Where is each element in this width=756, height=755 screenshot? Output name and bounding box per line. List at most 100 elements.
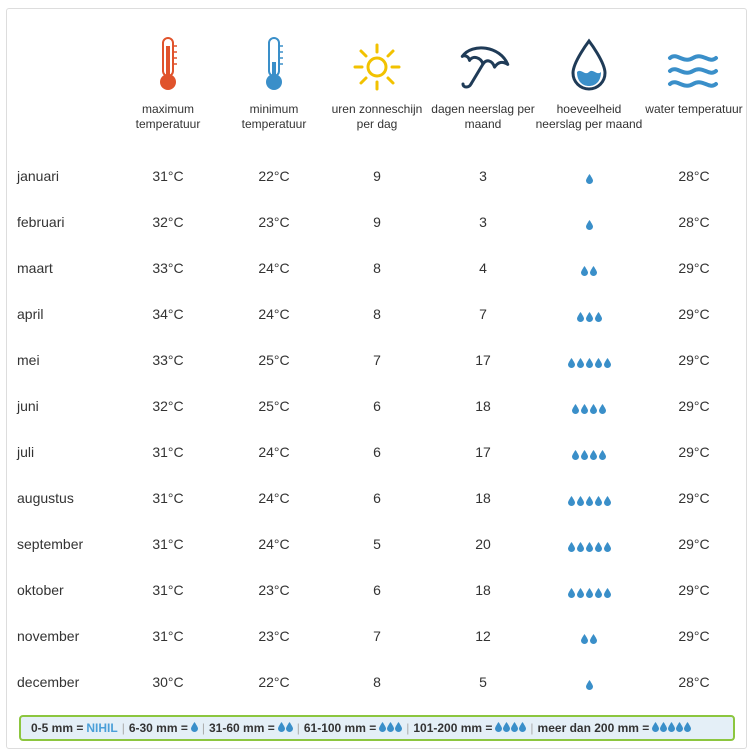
month-label: juni — [17, 398, 39, 414]
min-temp-value: 24°C — [258, 490, 290, 506]
rain-days-value: 7 — [479, 306, 487, 322]
thermometer-cold-icon — [244, 24, 304, 92]
raindrop-icon — [285, 721, 293, 735]
min-temp-value: 25°C — [258, 352, 290, 368]
table-row: maart 33°C 24°C 8 4 29°C — [7, 245, 748, 291]
max-temp-value: 31°C — [152, 536, 184, 552]
water-temp-value: 29°C — [678, 628, 710, 644]
sun-hours-value: 8 — [373, 260, 381, 276]
water-temp-value: 28°C — [678, 674, 710, 690]
raindrop-icon — [594, 493, 602, 506]
sun-hours-value: 6 — [373, 444, 381, 460]
min-temp-value: 24°C — [258, 306, 290, 322]
rain-days-value: 18 — [475, 582, 491, 598]
month-label: februari — [17, 214, 65, 230]
min-temp-value: 25°C — [258, 398, 290, 414]
table-row: november 31°C 23°C 7 12 29°C — [7, 613, 748, 659]
min-temp-value: 24°C — [258, 444, 290, 460]
max-temp-value: 31°C — [152, 444, 184, 460]
column-label-max-temp: maximum temperatuur — [135, 102, 201, 131]
raindrop-icon — [511, 721, 519, 735]
water-temp-value: 29°C — [678, 398, 710, 414]
water-temp-value: 29°C — [678, 260, 710, 276]
raindrop-icon — [581, 631, 588, 644]
min-temp-value: 23°C — [258, 214, 290, 230]
rain-days-value: 17 — [475, 352, 491, 368]
raindrop-icon — [585, 309, 593, 322]
rain-days-value: 3 — [479, 214, 487, 230]
raindrop-icon — [594, 309, 602, 322]
sun-hours-value: 6 — [373, 490, 381, 506]
raindrop-icon — [576, 585, 584, 598]
raindrop-icon — [684, 721, 692, 735]
water-temp-value: 28°C — [678, 214, 710, 230]
rain-days-value: 5 — [479, 674, 487, 690]
table-row: juni 32°C 25°C 6 18 29°C — [7, 383, 748, 429]
rainfall-drops — [534, 383, 644, 429]
rainfall-drops — [534, 613, 644, 659]
min-temp-value: 23°C — [258, 628, 290, 644]
table-row: april 34°C 24°C 8 7 29°C — [7, 291, 748, 337]
rainfall-drops — [534, 659, 644, 705]
raindrop-icon — [585, 171, 593, 184]
thermometer-hot-icon — [138, 24, 198, 92]
max-temp-value: 34°C — [152, 306, 184, 322]
legend-range: 6-30 mm = — [128, 720, 188, 735]
max-temp-value: 33°C — [152, 352, 184, 368]
table-row: september 31°C 24°C 5 20 29°C — [7, 521, 748, 567]
table-row: mei 33°C 25°C 7 17 29°C — [7, 337, 748, 383]
rain-days-value: 18 — [475, 490, 491, 506]
max-temp-value: 32°C — [152, 214, 184, 230]
legend-separator: | — [121, 721, 125, 735]
max-temp-value: 31°C — [152, 168, 184, 184]
rainfall-drops — [534, 291, 644, 337]
raindrop-icon — [594, 585, 602, 598]
raindrop-icon — [190, 721, 198, 735]
month-label: november — [17, 628, 80, 644]
raindrop-icon — [585, 355, 593, 368]
max-temp-value: 31°C — [152, 628, 184, 644]
raindrop-icon — [590, 631, 597, 644]
legend-item: 0-5 mm = NIHIL — [31, 721, 118, 735]
table-row: augustus 31°C 24°C 6 18 29°C — [7, 475, 748, 521]
water-temp-value: 28°C — [678, 168, 710, 184]
legend-separator: | — [530, 721, 534, 735]
sun-hours-value: 7 — [373, 628, 381, 644]
raindrop-icon — [590, 263, 597, 276]
raindrop-icon — [585, 539, 593, 552]
raindrop-icon — [590, 447, 597, 460]
water-temp-value: 29°C — [678, 490, 710, 506]
sun-hours-value: 8 — [373, 674, 381, 690]
min-temp-value: 24°C — [258, 536, 290, 552]
rain-days-value: 17 — [475, 444, 491, 460]
column-label-rain-amount: hoeveelheid neerslag per maand — [535, 102, 643, 131]
raindrop-icon — [567, 539, 575, 552]
month-label: april — [17, 306, 44, 322]
raindrop-icon — [576, 493, 584, 506]
rainfall-drops — [534, 199, 644, 245]
legend-drops — [379, 721, 403, 735]
min-temp-value: 24°C — [258, 260, 290, 276]
rainfall-drops — [534, 475, 644, 521]
legend-range: 31-60 mm = — [209, 720, 275, 735]
water-temp-value: 29°C — [678, 306, 710, 322]
min-temp-value: 23°C — [258, 582, 290, 598]
legend-range: 101-200 mm = — [413, 720, 493, 735]
waves-icon — [663, 24, 723, 92]
month-label: juli — [17, 444, 35, 460]
max-temp-value: 30°C — [152, 674, 184, 690]
raindrop-icon — [503, 721, 511, 735]
min-temp-value: 22°C — [258, 674, 290, 690]
raindrop-icon — [576, 355, 584, 368]
raindrop-icon — [585, 585, 593, 598]
raindrop-icon — [581, 263, 588, 276]
column-label-rain-days: dagen neerslag per maand — [431, 102, 535, 131]
raindrop-icon — [599, 401, 606, 414]
max-temp-value: 32°C — [152, 398, 184, 414]
raindrop-icon — [676, 721, 684, 735]
raindrop-icon — [572, 401, 579, 414]
raindrop-icon — [603, 493, 611, 506]
legend-drops — [652, 721, 692, 735]
rainfall-drops — [534, 337, 644, 383]
legend-item: 61-100 mm = — [304, 721, 403, 736]
